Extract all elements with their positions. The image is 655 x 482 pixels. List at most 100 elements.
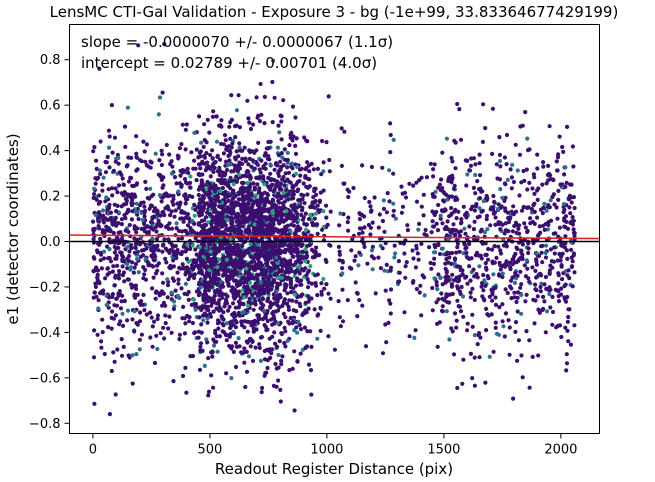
scatter-point (194, 258, 199, 263)
scatter-point (240, 275, 245, 281)
scatter-point (303, 300, 308, 305)
scatter-point (218, 169, 223, 174)
scatter-point (556, 271, 561, 276)
x-axis-label: Readout Register Distance (pix) (215, 460, 453, 478)
scatter-point (315, 203, 320, 208)
scatter-point (153, 290, 158, 295)
scatter-point (416, 257, 421, 262)
scatter-point (254, 175, 259, 180)
scatter-point (119, 217, 124, 222)
scatter-point (136, 216, 141, 222)
scatter-point (220, 212, 225, 217)
scatter-point (283, 282, 288, 287)
scatter-point (419, 241, 424, 246)
scatter-point (217, 298, 222, 303)
scatter-point (118, 230, 123, 235)
scatter-point (176, 189, 181, 194)
scatter-point (246, 116, 251, 121)
scatter-point (508, 260, 513, 265)
scatter-point (176, 236, 181, 242)
scatter-point (560, 144, 565, 150)
scatter-point (483, 252, 488, 258)
scatter-point (266, 139, 271, 145)
scatter-point (434, 221, 439, 226)
scatter-point (208, 174, 213, 179)
scatter-point (253, 301, 258, 306)
scatter-point (303, 211, 308, 216)
scatter-point (362, 195, 367, 201)
scatter-point (430, 219, 435, 224)
scatter-point (388, 311, 393, 316)
scatter-point (102, 351, 107, 357)
scatter-point (512, 290, 517, 295)
scatter-point (248, 212, 253, 217)
scatter-point (276, 198, 281, 204)
scatter-point (563, 165, 568, 170)
scatter-point (462, 242, 467, 247)
scatter-point (562, 295, 567, 300)
scatter-point (234, 108, 239, 113)
scatter-point (257, 345, 262, 350)
scatter-point (266, 175, 271, 180)
scatter-point (356, 231, 362, 236)
scatter-point (238, 148, 243, 153)
scatter-point (98, 258, 103, 263)
scatter-point (471, 156, 476, 161)
scatter-point (300, 255, 305, 261)
scatter-point (265, 327, 270, 332)
scatter-point (284, 187, 289, 192)
scatter-point (262, 348, 267, 354)
scatter-point (514, 299, 519, 305)
scatter-point (229, 169, 234, 174)
scatter-point (215, 349, 220, 354)
scatter-point (206, 356, 211, 361)
scatter-point (174, 226, 179, 231)
scatter-point (555, 216, 560, 221)
scatter-point (570, 215, 575, 220)
scatter-point (530, 186, 535, 191)
scatter-point (198, 341, 204, 346)
scatter-point (288, 276, 293, 281)
scatter-point (196, 155, 201, 160)
scatter-point (101, 288, 106, 293)
scatter-point (357, 211, 362, 216)
scatter-point (247, 280, 253, 285)
scatter-point (115, 347, 120, 352)
scatter-point (313, 273, 318, 278)
scatter-point (93, 284, 98, 289)
scatter-point (192, 202, 197, 207)
scatter-point (572, 323, 577, 328)
scatter-point (449, 155, 454, 161)
scatter-point (252, 185, 257, 190)
scatter-point (552, 245, 557, 250)
scatter-point (297, 204, 303, 209)
scatter-point (153, 296, 158, 301)
scatter-point (347, 265, 352, 270)
scatter-point (248, 344, 253, 349)
scatter-point (277, 292, 282, 297)
scatter-point (134, 168, 139, 173)
scatter-point (267, 265, 273, 270)
scatter-point (315, 166, 320, 171)
scatter-point (95, 272, 100, 277)
scatter-point (455, 245, 460, 250)
scatter-point (384, 340, 389, 345)
scatter-point (214, 339, 219, 344)
scatter-point (212, 165, 217, 170)
scatter-point (212, 231, 217, 236)
scatter-point (289, 251, 294, 256)
x-tick-label: 0 (89, 443, 97, 458)
scatter-point (402, 310, 407, 315)
scatter-point (564, 219, 569, 224)
scatter-point (309, 296, 314, 301)
scatter-point (504, 162, 509, 167)
scatter-point (431, 174, 436, 179)
scatter-point (272, 95, 277, 100)
scatter-point (220, 256, 225, 261)
scatter-point (444, 269, 449, 274)
scatter-point (296, 237, 301, 242)
scatter-point (570, 284, 575, 289)
scatter-point (544, 309, 550, 314)
scatter-point (258, 170, 263, 175)
scatter-point (481, 272, 486, 278)
